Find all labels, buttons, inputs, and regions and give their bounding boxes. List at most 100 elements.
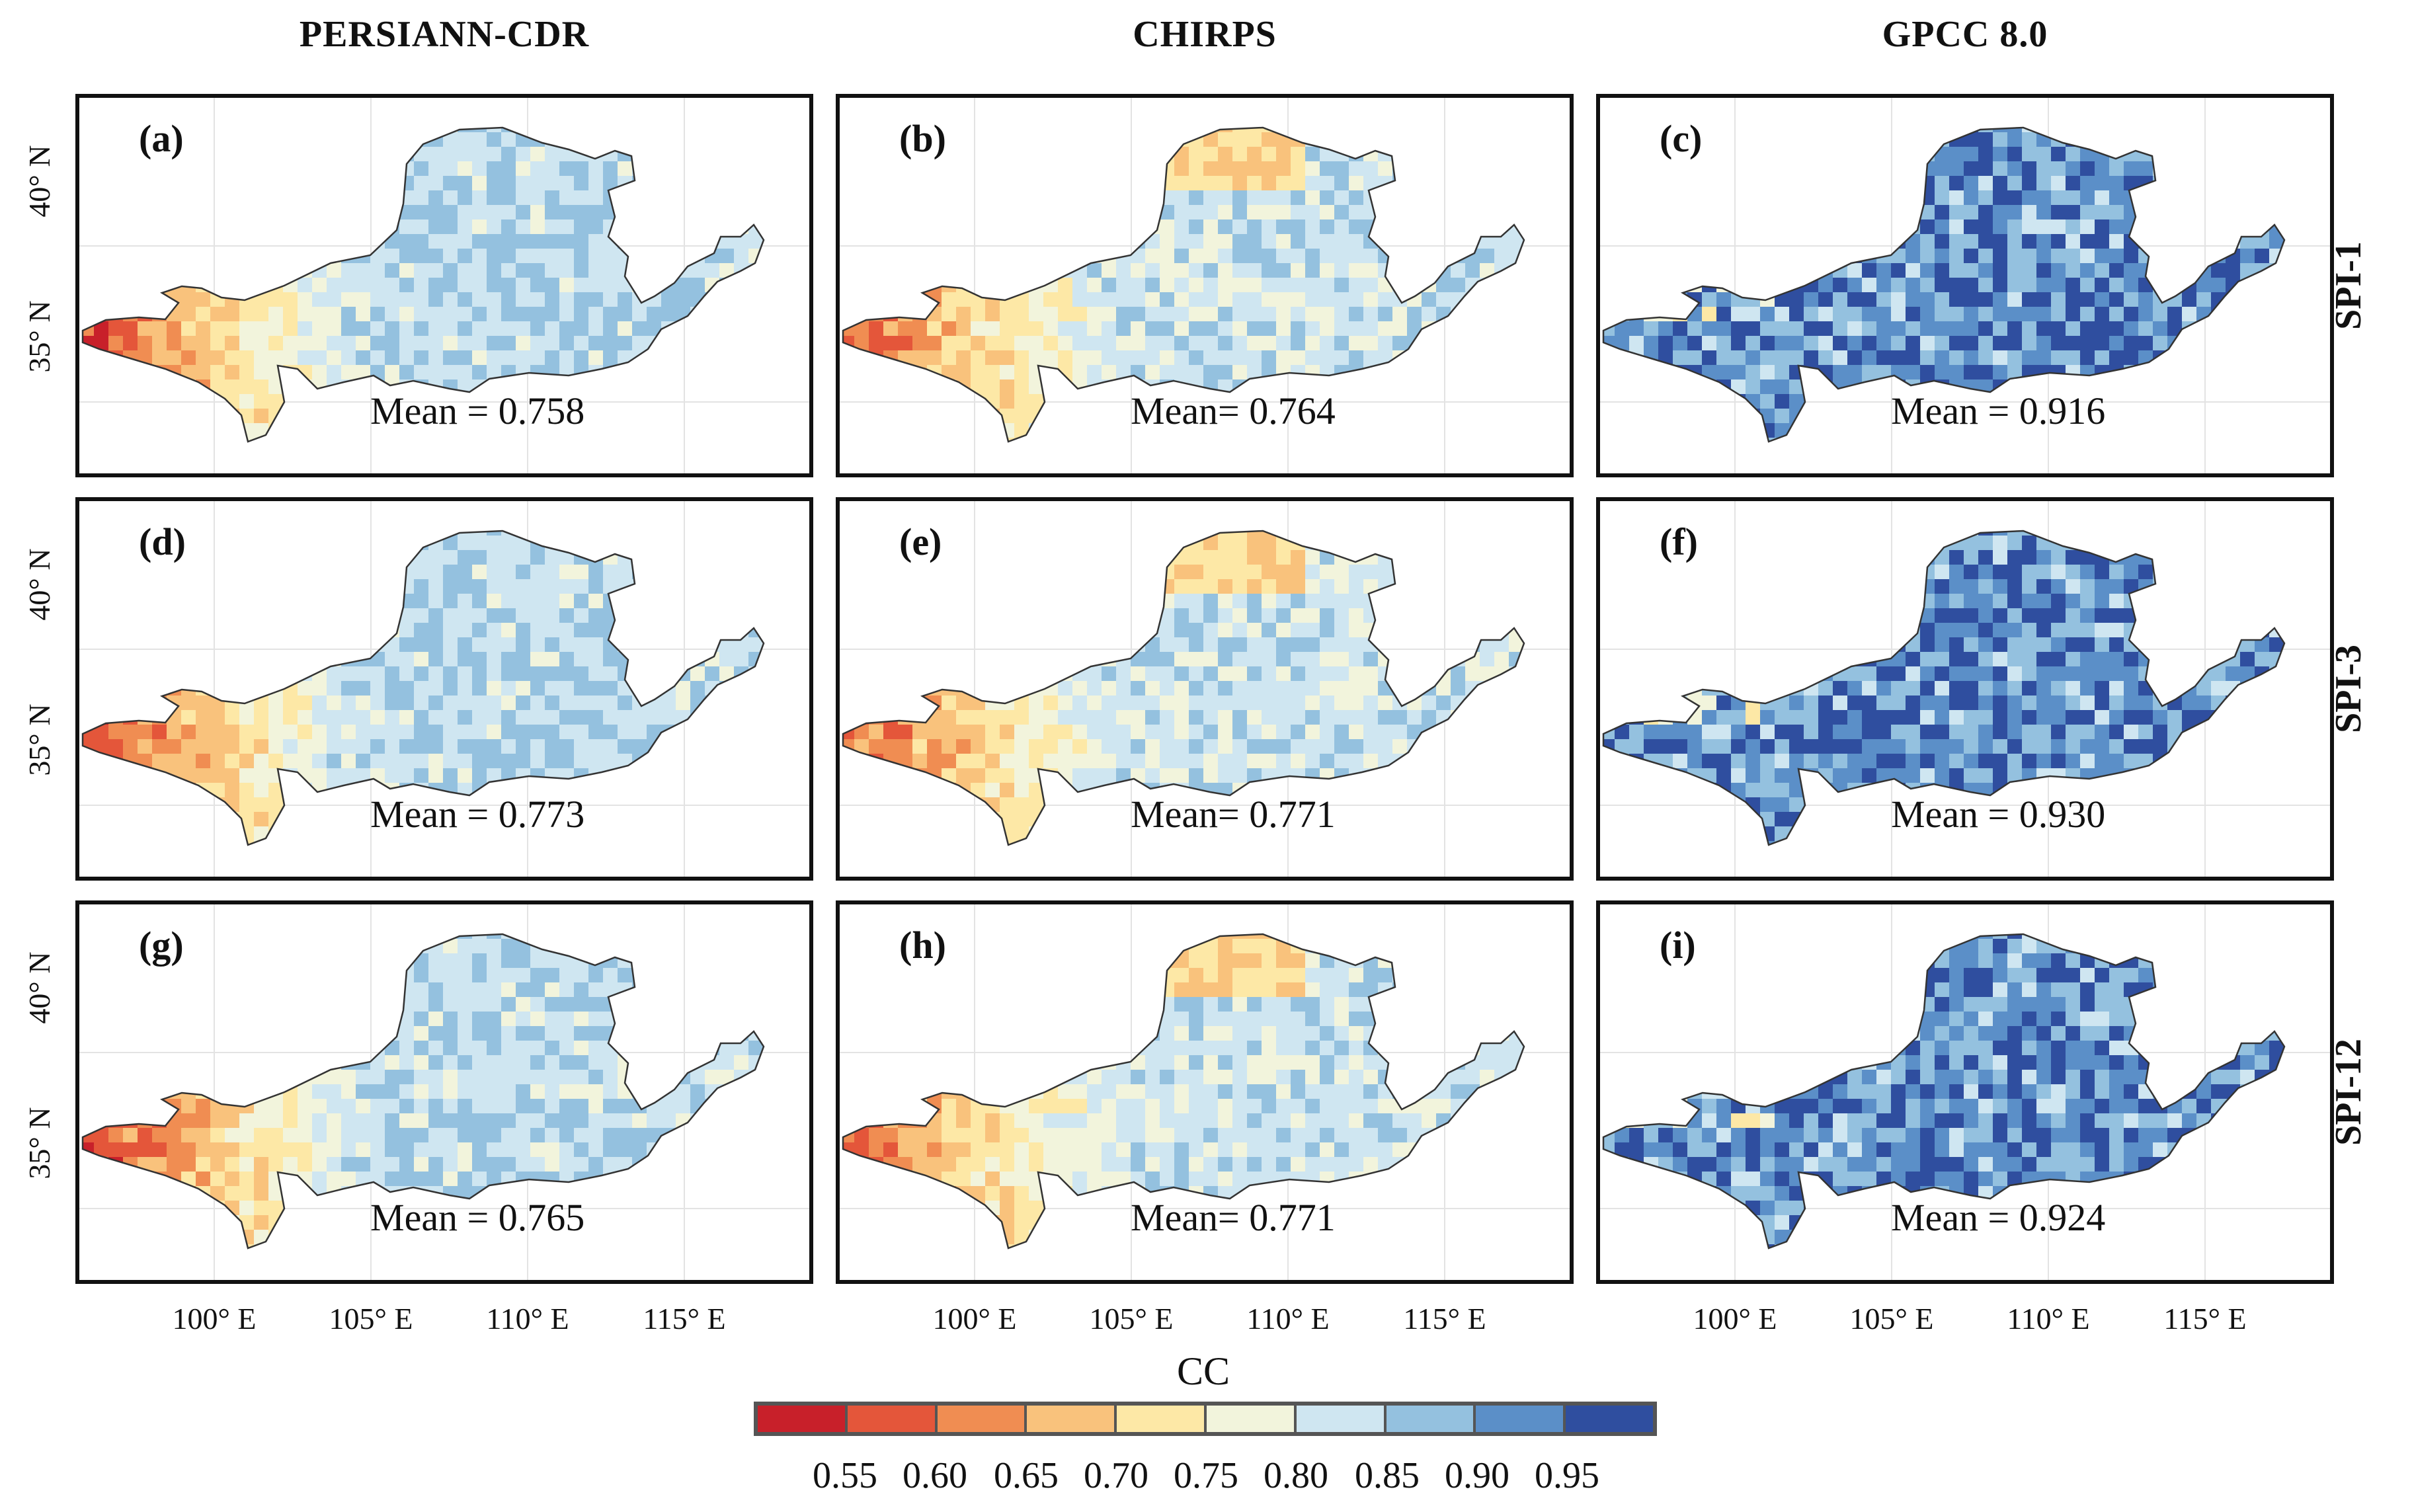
raster-cell <box>1072 128 1087 132</box>
raster-cell <box>1603 219 1615 234</box>
raster-cell <box>225 608 239 623</box>
raster-cell <box>2124 321 2138 336</box>
raster-cell <box>443 623 458 637</box>
raster-cell <box>254 336 268 350</box>
raster-cell <box>661 783 676 797</box>
raster-cell <box>1145 249 1160 263</box>
raster-cell <box>501 292 516 307</box>
raster-cell <box>588 536 603 550</box>
raster-cell <box>1818 161 1833 176</box>
raster-cell <box>912 321 927 336</box>
raster-cell <box>1760 161 1775 176</box>
raster-cell <box>1436 147 1451 161</box>
raster-cell <box>843 147 854 161</box>
raster-cell <box>123 161 138 176</box>
raster-cell <box>927 219 942 234</box>
raster-cell <box>83 350 94 365</box>
raster-cell <box>778 550 792 565</box>
raster-cell <box>327 725 341 739</box>
raster-cell <box>1673 336 1687 350</box>
raster-cell <box>501 696 516 710</box>
raster-cell <box>268 307 283 321</box>
raster-cell <box>719 176 734 190</box>
raster-cell <box>1392 452 1407 467</box>
raster-cell <box>1789 321 1804 336</box>
raster-cell <box>239 652 254 666</box>
raster-cell <box>298 161 312 176</box>
raster-cell <box>1043 161 1058 176</box>
raster-cell <box>443 336 458 350</box>
raster-cell <box>1247 249 1262 263</box>
raster-cell <box>428 710 443 725</box>
raster-cell <box>94 681 108 696</box>
raster-cell <box>1305 292 1320 307</box>
raster-cell <box>428 452 443 467</box>
raster-cell <box>2167 409 2182 423</box>
raster-cell <box>385 725 399 739</box>
raster-cell <box>1058 219 1072 234</box>
raster-cell <box>83 423 94 438</box>
raster-cell <box>94 219 108 234</box>
raster-cell <box>647 176 661 190</box>
raster-cell <box>588 725 603 739</box>
raster-cell <box>1218 219 1232 234</box>
raster-cell <box>2051 249 2066 263</box>
raster-cell <box>210 176 225 190</box>
raster-cell <box>1523 161 1524 176</box>
raster-cell <box>239 321 254 336</box>
raster-cell <box>327 128 341 132</box>
raster-cell <box>1451 350 1465 365</box>
raster-cell <box>748 710 763 725</box>
raster-cell <box>1029 128 1043 132</box>
raster-cell <box>748 754 763 768</box>
raster-cell <box>1494 336 1509 350</box>
raster-cell <box>501 278 516 292</box>
raster-cell <box>545 128 559 132</box>
raster-cell <box>2284 249 2298 263</box>
raster-cell <box>1847 336 1862 350</box>
raster-cell <box>501 219 516 234</box>
raster-cell <box>2240 128 2255 132</box>
raster-cell <box>1334 205 1349 219</box>
raster-cell <box>2269 278 2284 292</box>
raster-cell <box>123 292 138 307</box>
raster-cell <box>83 132 94 147</box>
raster-cell <box>2109 128 2124 132</box>
raster-cell <box>588 579 603 594</box>
raster-cell <box>2211 423 2226 438</box>
raster-cell <box>1436 128 1451 132</box>
raster-cell <box>647 681 661 696</box>
raster-cell <box>385 350 399 365</box>
raster-cell <box>1847 176 1862 190</box>
raster-cell <box>1760 452 1775 467</box>
raster-cell <box>1349 452 1363 467</box>
raster-cell <box>312 565 327 579</box>
raster-cell <box>501 681 516 696</box>
raster-cell <box>312 219 327 234</box>
raster-cell <box>1291 350 1305 365</box>
raster-cell <box>1731 321 1746 336</box>
raster-cell <box>196 292 210 307</box>
raster-cell <box>1509 161 1523 176</box>
raster-cell <box>1935 219 1949 234</box>
raster-cell <box>94 550 108 565</box>
raster-cell <box>869 336 883 350</box>
raster-cell <box>1145 565 1160 579</box>
raster-cell <box>1087 565 1102 579</box>
raster-cell <box>1334 350 1349 365</box>
raster-cell <box>1203 336 1218 350</box>
raster-cell <box>414 147 428 161</box>
raster-cell <box>574 219 588 234</box>
raster-cell <box>985 176 1000 190</box>
raster-cell <box>1789 205 1804 219</box>
raster-cell <box>1422 565 1436 579</box>
raster-cell <box>719 128 734 132</box>
raster-cell <box>883 438 898 442</box>
raster-cell <box>399 190 414 205</box>
raster-cell <box>1232 249 1247 263</box>
raster-cell <box>1891 278 1906 292</box>
raster-cell <box>501 234 516 249</box>
raster-cell <box>181 379 196 394</box>
raster-cell <box>676 783 690 797</box>
raster-cell <box>1000 176 1014 190</box>
